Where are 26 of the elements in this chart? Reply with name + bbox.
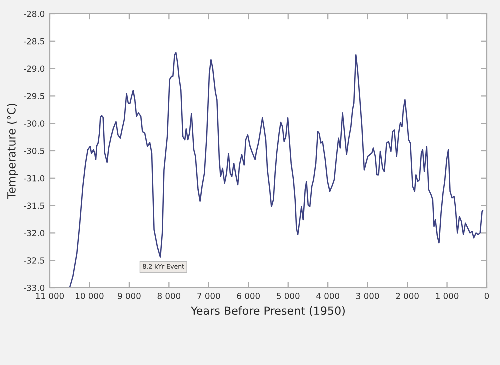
y-tick-label: -31.5 bbox=[24, 202, 44, 210]
y-axis-title: Temperature (°C) bbox=[7, 104, 18, 199]
x-tick-label: 0 bbox=[484, 293, 490, 300]
x-tick-label: 5 000 bbox=[277, 293, 300, 300]
x-tick-label: 3 000 bbox=[356, 293, 380, 300]
x-tick-label: 1 000 bbox=[436, 293, 459, 300]
y-tick-label: -28.0 bbox=[24, 10, 45, 18]
x-tick-label: 8 000 bbox=[158, 293, 181, 300]
x-tick-label: 2 000 bbox=[396, 293, 419, 300]
x-tick-label: 11 000 bbox=[36, 293, 64, 300]
y-tick-label: -28.5 bbox=[24, 38, 44, 45]
y-tick-label: -29.0 bbox=[24, 66, 45, 72]
x-tick-label: 9 000 bbox=[118, 293, 141, 300]
x-axis-title: Years Before Present (1950) bbox=[191, 306, 345, 316]
y-tick-label: -32.0 bbox=[24, 230, 45, 236]
y-tick-label: -29.5 bbox=[24, 93, 44, 100]
y-tick-label: -31.0 bbox=[24, 175, 45, 182]
x-tick-label: 10 000 bbox=[76, 293, 104, 300]
x-tick-label: 7 000 bbox=[198, 293, 220, 300]
x-tick-label: 6 000 bbox=[237, 293, 260, 300]
y-tick-label: -30.5 bbox=[24, 148, 44, 154]
line-series bbox=[69, 52, 484, 288]
y-tick-label: -30.0 bbox=[24, 120, 45, 127]
x-tick-label: 4 000 bbox=[316, 293, 340, 300]
y-tick-label: -32.5 bbox=[24, 258, 44, 264]
y-tick-label: -33.0 bbox=[24, 284, 45, 292]
